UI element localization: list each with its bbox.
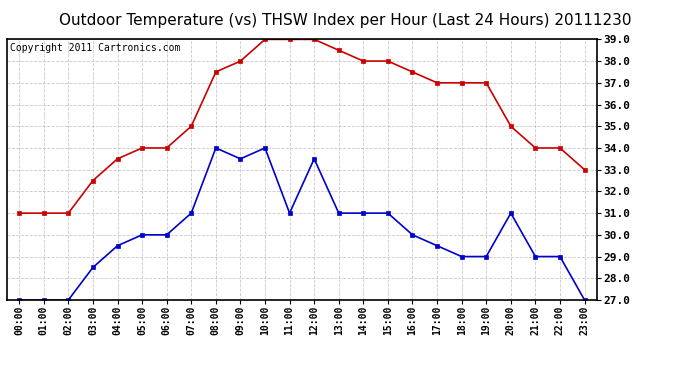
Text: Copyright 2011 Cartronics.com: Copyright 2011 Cartronics.com (10, 43, 180, 53)
Text: Outdoor Temperature (vs) THSW Index per Hour (Last 24 Hours) 20111230: Outdoor Temperature (vs) THSW Index per … (59, 13, 631, 28)
